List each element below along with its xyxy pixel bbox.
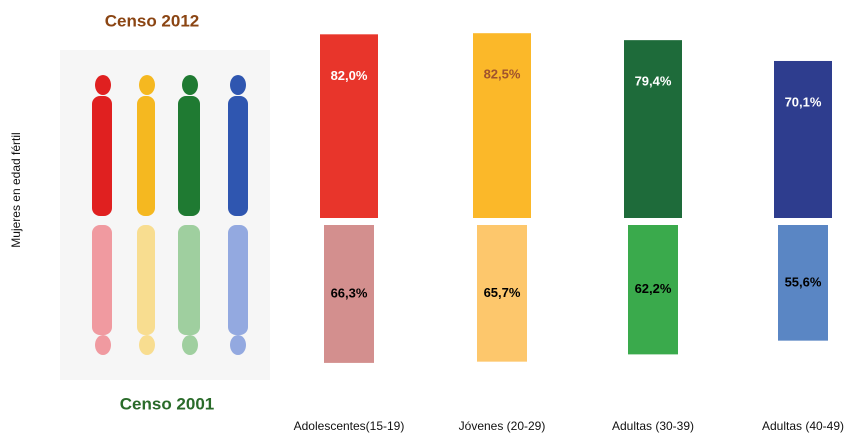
value-label: 62,2% xyxy=(635,281,672,296)
y-axis-label: Mujeres en edad fértil xyxy=(9,132,23,247)
x-tick-label: Adultas (40-49) xyxy=(762,419,844,433)
value-label: 66,3% xyxy=(331,285,368,300)
bar-2012 xyxy=(624,40,682,219)
bar-2001 xyxy=(324,225,374,363)
bar-2012 xyxy=(774,60,832,219)
value-label: 82,5% xyxy=(484,67,521,82)
x-tick-label: Adultas (30-39) xyxy=(612,419,694,433)
bar-2012 xyxy=(473,33,531,219)
silhouettes xyxy=(60,50,270,380)
bar-2001 xyxy=(628,225,678,355)
legend-bottom: Censo 2001 xyxy=(120,394,215,413)
bar-2001 xyxy=(477,225,527,362)
value-label: 82,0% xyxy=(331,68,368,83)
x-tick-label: Jóvenes (20-29) xyxy=(459,419,546,433)
value-label: 70,1% xyxy=(785,94,822,109)
value-label: 65,7% xyxy=(484,285,521,300)
value-label: 79,4% xyxy=(635,74,672,89)
bar-2001 xyxy=(778,225,828,341)
bar-2012 xyxy=(320,34,378,218)
value-label: 55,6% xyxy=(785,274,822,289)
x-tick-label: Adolescentes(15-19) xyxy=(294,419,405,433)
legend-top: Censo 2012 xyxy=(105,11,200,30)
